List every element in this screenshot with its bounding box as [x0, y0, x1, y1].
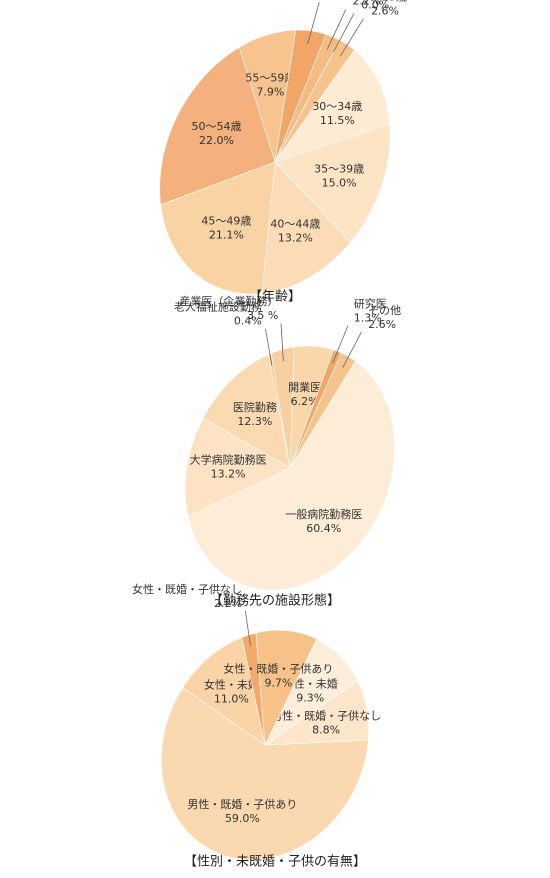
slice-label: 女性・未婚 [204, 677, 259, 691]
slice-label: 大学病院勤務医 [190, 453, 267, 467]
slice-label: 50〜54歳 [192, 120, 242, 133]
slice-value: 7.9% [256, 86, 284, 99]
pie-slice [184, 417, 291, 518]
slice-label: 研究医 [354, 296, 387, 310]
slice-value: 22.0% [199, 134, 234, 147]
slice-label: 開業医 [288, 381, 321, 394]
slice-label: 女性・既婚・子供なし [132, 582, 242, 596]
slice-value: 9.7% [264, 676, 292, 689]
slice-label: 産業医（企業勤務） [179, 294, 278, 308]
slice-value: 2.2% [214, 597, 242, 610]
chart-title: 【性別・未既婚・子供の有無】 [184, 855, 366, 870]
pie-slice [202, 354, 291, 469]
leader-line [280, 323, 284, 362]
leader-line [265, 328, 273, 366]
slice-value: 13.2% [211, 468, 246, 481]
slice-label: 55〜59歳 [245, 72, 295, 85]
leader-line [326, 9, 347, 50]
slice-value: 8.8% [312, 723, 340, 736]
slice-value: 15.0% [322, 176, 357, 189]
slice-value: 11.0% [214, 692, 249, 705]
slice-label: 〜29歳 [371, 0, 407, 4]
slice-label: 35〜39歳 [314, 162, 364, 175]
pie-slice [160, 687, 369, 861]
leader-line [244, 610, 251, 646]
slice-label: 医院勤務 [233, 400, 277, 414]
leader-line [307, 1, 320, 45]
pie-slice [238, 29, 297, 163]
slice-value: 13.2% [278, 231, 313, 244]
chart-title: 【勤務先の施設形態】 [210, 593, 340, 609]
slice-label: 40〜44歳 [270, 217, 320, 230]
slice-value: 9.3% [296, 692, 324, 705]
leader-line [339, 18, 364, 57]
leader-line [342, 331, 362, 368]
pie-slice [289, 345, 335, 469]
pie-slice [159, 46, 276, 206]
slice-value: 1.3% [354, 311, 382, 324]
slice-value: 0.0% [361, 0, 389, 12]
slice-label: その他 [368, 304, 401, 317]
slice-label: 一般病院勤務医 [285, 507, 362, 521]
slice-value: 21.1% [209, 228, 244, 241]
slice-label: 男性・既婚・子供あり [187, 797, 297, 811]
pie-slice [274, 123, 391, 243]
slice-value: 6.2% [291, 395, 319, 408]
slice-value: 59.0% [225, 812, 260, 825]
slice-label: 30〜34歳 [312, 100, 362, 113]
slice-value: 0.4% [234, 315, 262, 328]
pie-slice [187, 360, 396, 591]
pie-slice [160, 161, 276, 295]
chart-title: 【年齢】 [249, 290, 301, 305]
slice-value: 2.2% [352, 0, 380, 7]
slice-value: 11.5% [320, 114, 355, 127]
pie-slice [264, 638, 359, 746]
pie-slice [255, 629, 318, 747]
slice-label: 男性・既婚・子供なし [271, 708, 381, 722]
slice-value: 2.6% [368, 318, 396, 331]
pie-slice [274, 49, 391, 163]
leader-line [332, 325, 349, 364]
slice-label: 45〜49歳 [201, 214, 251, 227]
slice-label: 老人福祉施設勤務 [174, 300, 262, 314]
leader-line [332, 13, 355, 53]
slice-value: 3.5 % [247, 309, 278, 322]
slice-value: 60.4% [306, 522, 341, 535]
pie-slice [263, 680, 370, 746]
slice-value: 12.3% [237, 415, 272, 428]
pie-slice [261, 161, 351, 294]
slice-value: 2.6% [371, 5, 399, 18]
pie-slice [182, 637, 266, 746]
slice-label: 女性・既婚・子供あり [223, 661, 333, 675]
